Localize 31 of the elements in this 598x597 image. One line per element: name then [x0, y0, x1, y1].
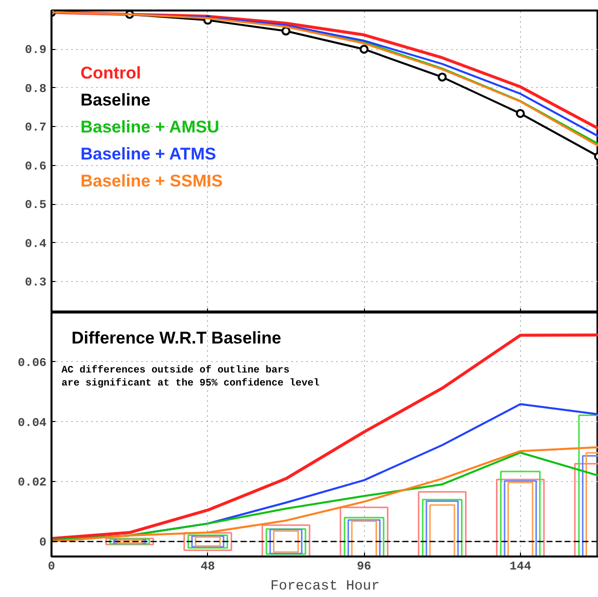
x-tick-label: 96 [356, 560, 372, 574]
y-tick-label: 0.7 [24, 120, 47, 135]
annotation: AC differences outside of outline bars [62, 364, 290, 376]
y-tick-label: 0.6 [24, 159, 47, 174]
y-tick-label: 0.02 [18, 476, 47, 490]
bar [500, 470, 541, 556]
text: Baseline + AMSU [80, 118, 220, 136]
y-tick-label: 0.8 [24, 82, 47, 96]
point [360, 44, 369, 54]
text: Difference W.R.T Baseline [72, 328, 282, 348]
y-tick-label: 0 [39, 536, 46, 550]
x-axis-title: Forecast Hour [270, 578, 380, 594]
text: Control [80, 64, 141, 82]
y-tick-label: 0.9 [24, 43, 47, 58]
point [438, 72, 447, 82]
line-series [52, 333, 598, 540]
bar [105, 538, 154, 546]
x-tick-label: 144 [510, 560, 532, 574]
y-tick-label: 0.3 [24, 276, 47, 290]
text: Baseline + SSMIS [80, 172, 223, 190]
text: Baseline [80, 90, 150, 110]
x-tick-label: 48 [200, 560, 215, 574]
y-tick-label: 0.06 [18, 356, 47, 370]
point [516, 108, 525, 118]
point [281, 26, 290, 36]
text: Baseline + ATMS [80, 144, 216, 164]
x-tick-label: 0 [48, 560, 56, 574]
y-tick-label: 0.04 [18, 416, 47, 430]
annotation: are significant at the 95% confidence level [62, 378, 320, 390]
y-tick-label: 0.4 [24, 236, 47, 251]
y-tick-label: 0.5 [24, 198, 47, 212]
